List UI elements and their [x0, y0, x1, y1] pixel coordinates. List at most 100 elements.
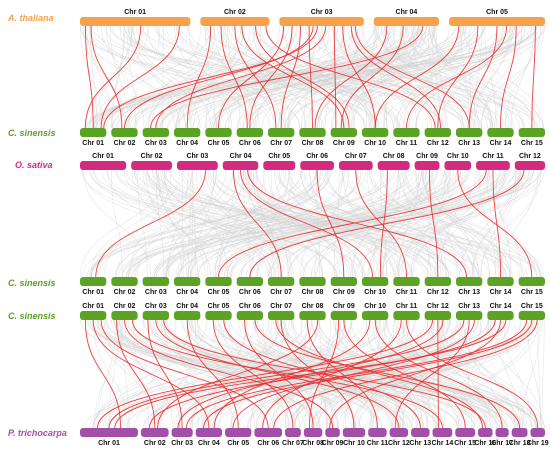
chromosome-trichocarpa-13-track5: [411, 428, 430, 437]
highlight-link-p2-13: [254, 319, 521, 429]
background-link-p2-133: [522, 319, 541, 429]
highlight-link-p0-5: [220, 25, 248, 129]
highlight-link-p0-21: [314, 25, 388, 129]
background-link-p2-230: [152, 319, 281, 429]
background-link-p1-230: [128, 169, 328, 278]
chromosome-label-sinensis-3-track1: Chr 03: [145, 140, 167, 147]
highlight-link-p0-11: [249, 25, 293, 129]
chromosome-label-sinensis-9-track3: Chr 09: [333, 289, 355, 296]
background-link-p1-109: [409, 169, 500, 278]
chromosome-label-sinensis-10-track4: Chr 10: [364, 303, 386, 310]
background-link-p1-199: [166, 169, 367, 278]
chromosome-label-sinensis-7-track4: Chr 07: [270, 303, 292, 310]
chromosome-label-trichocarpa-18-track5: Chr 18: [509, 440, 531, 447]
chromosome-sinensis-9-track1: [330, 128, 357, 137]
chromosome-label-sinensis-8-track4: Chr 08: [302, 303, 324, 310]
background-link-p0-155: [92, 25, 463, 129]
background-link-p1-63: [90, 169, 391, 278]
chromosome-thaliana-1-track0: [80, 17, 191, 26]
background-link-p1-210: [134, 169, 421, 278]
background-link-p2-250: [99, 319, 504, 429]
chromosome-trichocarpa-5-track5: [225, 428, 252, 437]
background-link-p1-60: [181, 169, 184, 278]
chromosome-label-sinensis-1-track1: Chr 01: [82, 140, 104, 147]
highlight-link-p2-35: [275, 319, 483, 429]
highlight-link-p2-9: [186, 319, 239, 429]
background-link-p0-80: [384, 25, 494, 129]
background-link-p0-39: [346, 25, 484, 129]
background-link-p2-70: [401, 319, 493, 429]
chromosome-sinensis-14-track4: [487, 311, 514, 320]
background-link-p0-255: [130, 25, 201, 129]
background-link-p0-219: [83, 25, 127, 129]
highlight-link-p0-28: [531, 25, 536, 129]
highlight-link-p1-6: [429, 169, 439, 278]
chromosome-label-sinensis-12-track1: Chr 12: [427, 140, 449, 147]
background-link-p2-119: [153, 319, 291, 429]
background-link-p0-245: [333, 25, 432, 129]
highlight-link-p1-3: [247, 169, 467, 278]
chromosome-trichocarpa-10-track5: [342, 428, 366, 437]
chromosome-label-sinensis-15-track1: Chr 15: [521, 140, 543, 147]
chromosome-sativa-6-track2: [300, 161, 334, 170]
background-link-p2-213: [80, 319, 406, 429]
background-link-p1-252: [179, 169, 505, 278]
chromosome-trichocarpa-14-track5: [432, 428, 453, 437]
chromosome-sinensis-1-track4: [80, 311, 107, 320]
background-link-p2-64: [495, 319, 520, 429]
chromosome-trichocarpa-12-track5: [389, 428, 409, 437]
chromosome-label-thaliana-1-track0: Chr 01: [124, 9, 146, 16]
chromosome-sinensis-3-track3: [142, 277, 169, 286]
chromosome-tracks: [80, 17, 545, 437]
background-link-p2-253: [252, 319, 419, 429]
background-link-p2-231: [442, 319, 489, 429]
chromosome-label-trichocarpa-2-track5: Chr 02: [144, 440, 166, 447]
background-link-p0-185: [287, 25, 345, 129]
chromosome-label-sinensis-15-track3: Chr 15: [521, 289, 543, 296]
chromosome-label-sinensis-10-track3: Chr 10: [364, 289, 386, 296]
background-link-p0-26: [85, 25, 149, 129]
chromosome-sinensis-9-track4: [330, 311, 357, 320]
chromosome-sinensis-5-track4: [205, 311, 232, 320]
background-link-p0-202: [331, 25, 436, 129]
chromosome-label-sinensis-11-track3: Chr 11: [396, 289, 418, 296]
highlight-link-p1-4: [316, 169, 345, 278]
chromosome-trichocarpa-1-track5: [80, 428, 138, 437]
background-link-p0-191: [88, 25, 277, 129]
background-link-p0-198: [213, 25, 403, 129]
highlight-link-p0-23: [150, 25, 424, 129]
background-link-p2-85: [464, 319, 472, 429]
background-link-p0-85: [412, 25, 428, 129]
highlight-link-p2-20: [96, 319, 434, 429]
background-link-p1-98: [107, 169, 336, 278]
chromosome-label-sinensis-6-track1: Chr 06: [239, 140, 261, 147]
background-link-p1-159: [316, 169, 423, 278]
chromosome-sativa-12-track2: [514, 161, 545, 170]
background-link-p2-54: [392, 319, 435, 429]
background-link-p1-238: [115, 169, 317, 278]
highlight-link-p0-12: [280, 25, 301, 129]
chromosome-sativa-1-track2: [80, 161, 127, 170]
background-link-p0-166: [156, 25, 249, 129]
highlight-link-p2-25: [114, 319, 507, 429]
background-link-p0-132: [128, 25, 180, 129]
background-link-p0-237: [117, 25, 329, 129]
background-link-p1-243: [405, 169, 541, 278]
chromosome-label-sinensis-2-track1: Chr 02: [114, 140, 136, 147]
chromosome-sinensis-11-track3: [393, 277, 420, 286]
background-link-p1-205: [249, 169, 396, 278]
highlight-link-p1-0: [95, 169, 206, 278]
background-link-p1-234: [137, 169, 148, 278]
chromosome-label-sinensis-7-track3: Chr 07: [270, 289, 292, 296]
chromosome-label-sativa-10-track2: Chr 10: [447, 153, 469, 160]
chromosome-label-sinensis-14-track1: Chr 14: [490, 140, 512, 147]
highlight-link-p0-26: [468, 25, 498, 129]
background-link-p2-258: [352, 319, 450, 429]
background-link-p0-107: [88, 25, 524, 129]
chromosome-label-trichocarpa-1-track5: Chr 01: [98, 440, 120, 447]
background-link-p2-22: [108, 319, 119, 429]
highlight-link-p2-31: [437, 319, 439, 429]
species-label-sinensis-3: C. sinensis: [8, 311, 56, 321]
background-link-p0-199: [148, 25, 202, 129]
chromosome-sinensis-15-track4: [518, 311, 545, 320]
